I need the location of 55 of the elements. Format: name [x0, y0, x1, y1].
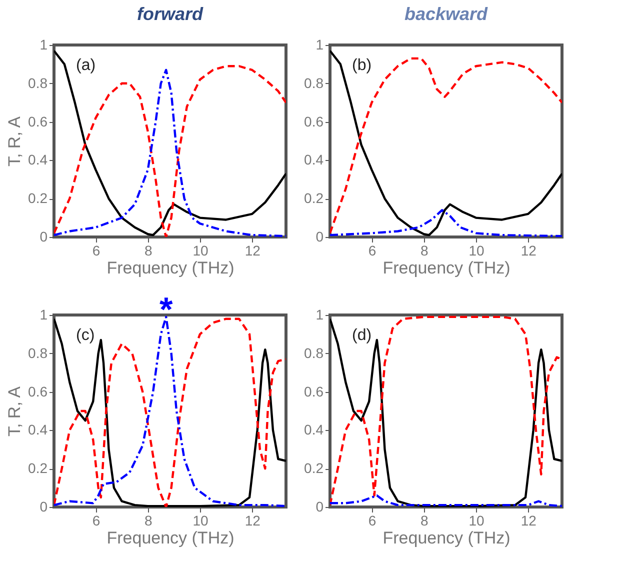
x-tick-label: 8: [420, 242, 428, 258]
chart-title: forward: [136, 4, 204, 24]
y-tick-label: 0.6: [304, 383, 324, 400]
y-tick-label: 0.4: [304, 152, 324, 168]
line-series: [330, 209, 562, 237]
x-tick-label: 6: [368, 512, 376, 528]
x-axis-title: Frequency (THz): [382, 528, 510, 548]
annotation: (c): [76, 327, 95, 344]
x-tick-label: 8: [144, 512, 152, 528]
x-axis-title: Frequency (THz): [106, 528, 234, 548]
chart-title: backward: [404, 4, 489, 24]
x-tick-label: 12: [244, 512, 261, 528]
y-tick-label: 0.4: [28, 422, 48, 438]
x-tick-label: 8: [420, 512, 428, 528]
y-tick-label: 1: [316, 36, 324, 52]
y-tick-label: 0.8: [304, 74, 324, 91]
y-tick-label: 0.8: [28, 74, 48, 91]
annotation: (d): [352, 327, 372, 344]
y-tick-label: 1: [316, 306, 324, 322]
x-axis-title: Frequency (THz): [106, 258, 234, 278]
annotation: (b): [352, 57, 372, 74]
y-tick-label: 0: [40, 498, 48, 514]
y-tick-label: 0.6: [28, 113, 48, 130]
y-tick-label: 0: [40, 228, 48, 244]
annotation: *: [159, 291, 174, 329]
x-tick-label: 10: [192, 512, 208, 528]
x-tick-label: 6: [92, 512, 100, 528]
x-tick-label: 6: [92, 242, 100, 258]
y-tick-label: 0.8: [28, 344, 48, 361]
x-tick-label: 12: [520, 512, 537, 528]
y-tick-label: 0.2: [304, 190, 324, 206]
y-tick-label: 0: [316, 498, 324, 514]
y-tick-label: 0.2: [28, 190, 48, 206]
y-tick-label: 0.6: [304, 113, 324, 130]
annotation: (a): [76, 57, 96, 74]
y-tick-label: 0.6: [28, 383, 48, 400]
y-axis-title: T, R, A: [5, 116, 24, 167]
x-tick-label: 8: [144, 242, 152, 258]
y-tick-label: 0.8: [304, 344, 324, 361]
y-tick-label: 0.2: [28, 460, 48, 476]
y-tick-label: 0: [316, 228, 324, 244]
y-tick-label: 1: [40, 36, 48, 52]
x-tick-label: 10: [192, 242, 208, 258]
x-tick-label: 10: [468, 512, 484, 528]
x-tick-label: 6: [368, 242, 376, 258]
x-tick-label: 12: [520, 242, 537, 258]
y-tick-label: 0.4: [304, 422, 324, 438]
line-series: [330, 494, 562, 507]
y-tick-label: 1: [40, 306, 48, 322]
y-tick-label: 0.2: [304, 460, 324, 476]
y-axis-title: T, R, A: [5, 386, 24, 437]
x-tick-label: 12: [244, 242, 261, 258]
x-axis-title: Frequency (THz): [382, 258, 510, 278]
y-tick-label: 0.4: [28, 152, 48, 168]
x-tick-label: 10: [468, 242, 484, 258]
